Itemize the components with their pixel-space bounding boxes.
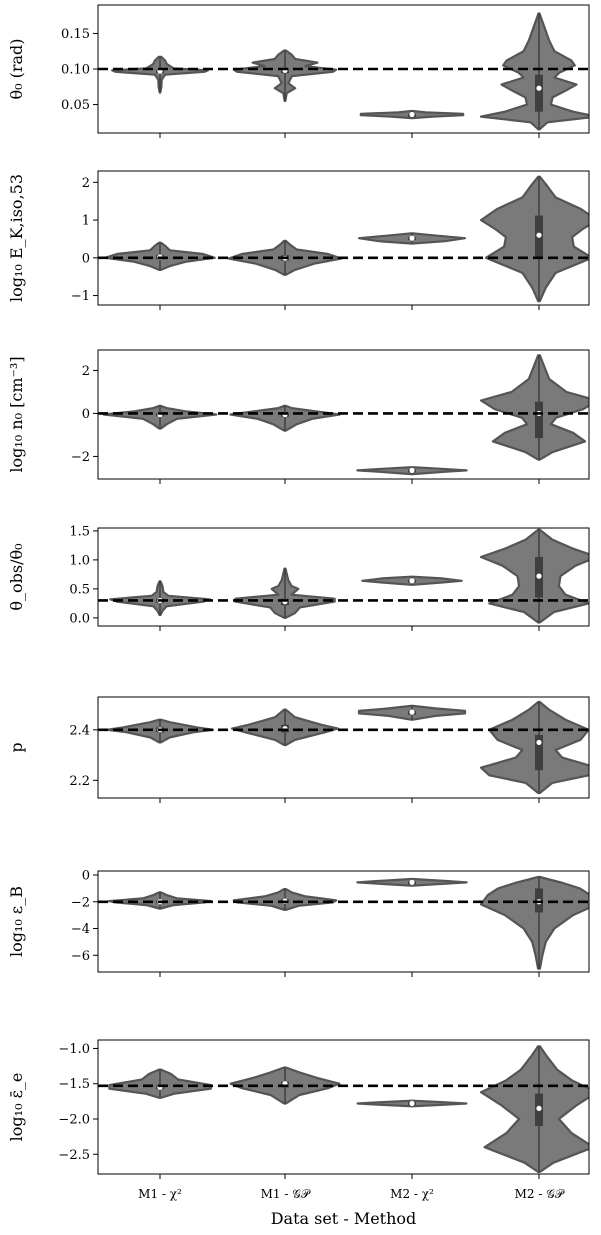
- violin-median-dot: [409, 1100, 415, 1107]
- y-tick-label: 2: [82, 176, 90, 191]
- panel-frame: [97, 527, 590, 627]
- y-axis-label: θ₀ (rad): [7, 38, 26, 99]
- panels-group: 0.05 0.10 0.15 θ₀ (rad) −1 0 1 2 log₁₀ E_K,iso,5…: [7, 4, 590, 1201]
- y-tick-label: −4: [71, 922, 90, 937]
- y-tick-label: 1.0: [69, 553, 90, 568]
- panel-6: −6 −4 −2 0 log₁₀ ε_B: [7, 869, 590, 977]
- y-tick-label: −2.0: [58, 1112, 90, 1127]
- y-tick-label: 0.0: [69, 611, 90, 626]
- x-category-label: M1 - χ²: [138, 1187, 182, 1201]
- x-category-label: M2 - χ²: [390, 1187, 434, 1201]
- panel-frame: [97, 870, 590, 973]
- y-tick-label: −1.5: [58, 1077, 90, 1092]
- panel-data: [104, 175, 589, 303]
- y-axis-label: p: [7, 742, 26, 752]
- violin-median-dot: [409, 578, 415, 584]
- y-tick-label: −1.0: [58, 1042, 90, 1057]
- violin-body: [479, 875, 589, 970]
- panel-data: [111, 12, 589, 131]
- panel-7: −2.5 −2.0 −1.5 −1.0 log₁₀ ε̄_e: [7, 1039, 590, 1179]
- panel-frame: [97, 170, 590, 306]
- violin-median-dot: [409, 879, 415, 885]
- violin-iqr-box: [535, 734, 543, 771]
- y-tick-label: 2.2: [69, 774, 90, 789]
- y-axis-label: log₁₀ ε_B: [7, 886, 26, 957]
- x-axis-label: Data set - Method: [271, 1209, 417, 1228]
- y-tick-label: 0.15: [61, 27, 90, 42]
- panel-data: [105, 700, 589, 795]
- y-tick-label: 1.5: [69, 524, 90, 539]
- y-tick-label: 0: [82, 251, 90, 266]
- y-axis-label: log₁₀ n₀ [cm⁻³]: [7, 356, 26, 472]
- panel-frame: [97, 1039, 590, 1175]
- y-tick-label: −6: [71, 949, 90, 964]
- violin-body: [479, 12, 589, 131]
- panel-frame: [97, 349, 590, 480]
- y-tick-label: 1: [82, 214, 90, 229]
- panel-frame: [97, 696, 590, 799]
- y-axis-label: log₁₀ E_K,iso,53: [7, 174, 26, 302]
- y-tick-label: 0.05: [61, 98, 90, 113]
- x-category-label: M2 - 𝒢𝒫: [515, 1187, 565, 1201]
- violin-median-dot: [409, 467, 415, 473]
- violin-median-dot: [409, 111, 415, 118]
- panel-1: 0.05 0.10 0.15 θ₀ (rad): [7, 4, 590, 138]
- y-tick-label: −2.5: [58, 1148, 90, 1163]
- panel-3: −2 0 2 log₁₀ n₀ [cm⁻³]: [7, 349, 590, 484]
- violin-median-dot: [536, 573, 542, 579]
- y-axis-label: θ_obs/θ₀: [7, 543, 26, 610]
- y-tick-label: 0.10: [61, 63, 90, 78]
- panel-data: [109, 528, 589, 624]
- violin-median-dot: [409, 709, 415, 715]
- violin-iqr-box: [535, 74, 543, 112]
- y-tick-label: 0: [82, 869, 90, 884]
- panel-2: −1 0 1 2 log₁₀ E_K,iso,53: [7, 170, 590, 310]
- panel-4: 0.0 0.5 1.0 1.5 θ_obs/θ₀: [7, 524, 590, 631]
- violin-median-dot: [536, 1105, 542, 1112]
- panel-data: [102, 354, 589, 476]
- violin-median-dot: [536, 739, 542, 746]
- violin-median-dot: [409, 235, 415, 241]
- y-tick-label: 2.4: [69, 723, 90, 738]
- y-tick-label: 0.5: [69, 582, 90, 597]
- y-tick-label: 2: [82, 364, 90, 379]
- violin-iqr-box: [535, 401, 543, 439]
- panel-data: [108, 1045, 589, 1173]
- y-axis-label: log₁₀ ε̄_e: [7, 1073, 26, 1142]
- x-category-label: M1 - 𝒢𝒫: [261, 1187, 311, 1201]
- y-tick-label: −1: [71, 289, 90, 304]
- panel-5: 2.2 2.4 p: [7, 696, 590, 803]
- y-tick-label: 0: [82, 407, 90, 422]
- y-tick-label: −2: [71, 450, 90, 465]
- violin-median-dot: [536, 232, 542, 238]
- panel-data: [107, 875, 589, 970]
- y-tick-label: −2: [71, 895, 90, 910]
- violin-median-dot: [536, 85, 542, 91]
